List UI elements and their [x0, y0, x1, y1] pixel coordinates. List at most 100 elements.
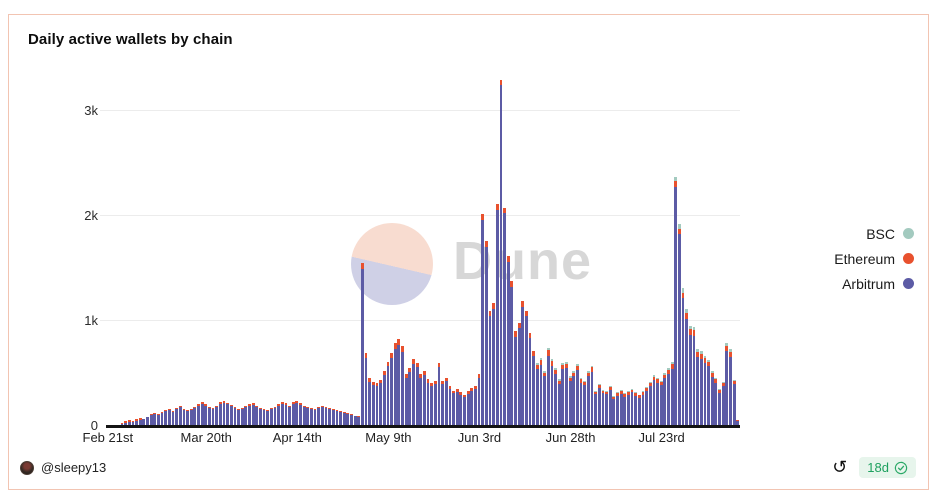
- bar-day-172[interactable]: [732, 379, 736, 426]
- bar-day-16[interactable]: [164, 410, 168, 426]
- bar-day-163[interactable]: [699, 351, 703, 426]
- bar-day-77[interactable]: [386, 361, 390, 426]
- bar-day-68[interactable]: [353, 415, 357, 426]
- bar-day-13[interactable]: [153, 412, 157, 426]
- bar-day-32[interactable]: [222, 400, 226, 426]
- bar-day-25[interactable]: [197, 403, 200, 426]
- bar-day-38[interactable]: [244, 406, 248, 426]
- bar-day-165[interactable]: [707, 359, 710, 426]
- bar-day-44[interactable]: [266, 409, 270, 426]
- bar-day-93[interactable]: [444, 377, 448, 426]
- bar-day-88[interactable]: [426, 379, 430, 426]
- bar-day-79[interactable]: [393, 343, 397, 426]
- bar-day-154[interactable]: [667, 368, 670, 426]
- bar-day-45[interactable]: [269, 408, 273, 426]
- bar-day-109[interactable]: [503, 207, 506, 426]
- bar-day-145[interactable]: [634, 392, 638, 426]
- bar-day-78[interactable]: [390, 352, 393, 426]
- bar-day-46[interactable]: [273, 406, 277, 426]
- bar-day-19[interactable]: [175, 407, 179, 426]
- bar-day-113[interactable]: [517, 322, 521, 426]
- bar-day-22[interactable]: [186, 410, 189, 426]
- bar-day-117[interactable]: [532, 350, 536, 426]
- bar-day-156[interactable]: [674, 177, 678, 426]
- bar-day-132[interactable]: [586, 370, 590, 426]
- bar-day-123[interactable]: [554, 367, 557, 426]
- bar-day-101[interactable]: [474, 386, 477, 426]
- bar-day-158[interactable]: [681, 288, 685, 426]
- bar-day-66[interactable]: [346, 413, 350, 426]
- bar-day-164[interactable]: [703, 355, 707, 426]
- bar-day-35[interactable]: [233, 407, 237, 426]
- bar-day-60[interactable]: [324, 406, 328, 426]
- bar-day-134[interactable]: [594, 390, 598, 426]
- bar-day-136[interactable]: [601, 389, 605, 426]
- bar-day-102[interactable]: [477, 374, 481, 426]
- bar-day-94[interactable]: [448, 386, 452, 426]
- bar-day-122[interactable]: [550, 359, 554, 426]
- bar-day-47[interactable]: [277, 404, 281, 426]
- bar-day-48[interactable]: [280, 402, 284, 426]
- bar-day-75[interactable]: [379, 379, 383, 426]
- bar-day-91[interactable]: [437, 363, 441, 426]
- bar-day-11[interactable]: [146, 416, 149, 426]
- bar-day-160[interactable]: [688, 326, 692, 426]
- bar-day-170[interactable]: [725, 343, 729, 426]
- bar-day-114[interactable]: [521, 301, 525, 426]
- bar-day-31[interactable]: [218, 401, 222, 426]
- bar-day-142[interactable]: [623, 393, 627, 426]
- bar-day-168[interactable]: [718, 389, 721, 426]
- bar-day-159[interactable]: [685, 309, 689, 426]
- bar-day-140[interactable]: [616, 392, 619, 426]
- bar-day-33[interactable]: [226, 402, 230, 426]
- bar-day-127[interactable]: [568, 376, 572, 426]
- bar-day-21[interactable]: [182, 408, 186, 426]
- bar-day-30[interactable]: [215, 405, 219, 426]
- bar-day-152[interactable]: [659, 380, 663, 426]
- bar-day-26[interactable]: [200, 401, 204, 426]
- bar-day-36[interactable]: [237, 408, 240, 426]
- bar-day-90[interactable]: [433, 380, 437, 426]
- bar-day-51[interactable]: [291, 401, 295, 426]
- bar-day-86[interactable]: [419, 374, 423, 426]
- bar-day-6[interactable]: [127, 419, 131, 426]
- bar-day-104[interactable]: [484, 241, 488, 426]
- bar-day-147[interactable]: [641, 391, 645, 426]
- bar-day-110[interactable]: [506, 255, 510, 426]
- bar-day-55[interactable]: [306, 407, 310, 426]
- bar-day-15[interactable]: [160, 412, 164, 426]
- bar-day-57[interactable]: [313, 408, 317, 426]
- bar-day-107[interactable]: [495, 204, 499, 426]
- bar-day-169[interactable]: [721, 381, 725, 426]
- bar-day-20[interactable]: [178, 406, 182, 426]
- bar-day-116[interactable]: [528, 332, 532, 426]
- bar-day-50[interactable]: [288, 405, 291, 426]
- bar-day-92[interactable]: [441, 380, 444, 426]
- bar-day-98[interactable]: [463, 394, 466, 426]
- bar-day-69[interactable]: [357, 416, 361, 426]
- bar-day-85[interactable]: [415, 363, 419, 426]
- bar-day-43[interactable]: [262, 409, 266, 426]
- bar-day-41[interactable]: [255, 405, 259, 426]
- bar-day-81[interactable]: [401, 346, 404, 426]
- refresh-icon[interactable]: ↺: [832, 456, 848, 477]
- bar-day-87[interactable]: [423, 370, 426, 426]
- bar-day-148[interactable]: [645, 387, 649, 426]
- bar-day-7[interactable]: [131, 420, 135, 426]
- bar-day-167[interactable]: [714, 377, 718, 426]
- bar-day-124[interactable]: [557, 379, 561, 426]
- legend-item-bsc[interactable]: BSC: [866, 221, 914, 246]
- bar-day-14[interactable]: [157, 413, 160, 426]
- bar-day-12[interactable]: [149, 414, 153, 426]
- bar-day-95[interactable]: [452, 390, 455, 426]
- bar-day-18[interactable]: [171, 410, 175, 426]
- bar-day-56[interactable]: [310, 408, 313, 426]
- legend-item-ethereum[interactable]: Ethereum: [834, 246, 914, 271]
- bar-day-23[interactable]: [189, 409, 193, 426]
- bar-day-42[interactable]: [259, 407, 262, 426]
- bar-day-120[interactable]: [543, 370, 547, 426]
- bar-day-40[interactable]: [251, 403, 255, 426]
- bar-day-72[interactable]: [368, 378, 372, 426]
- bar-day-138[interactable]: [608, 386, 612, 426]
- bar-day-96[interactable]: [455, 389, 459, 426]
